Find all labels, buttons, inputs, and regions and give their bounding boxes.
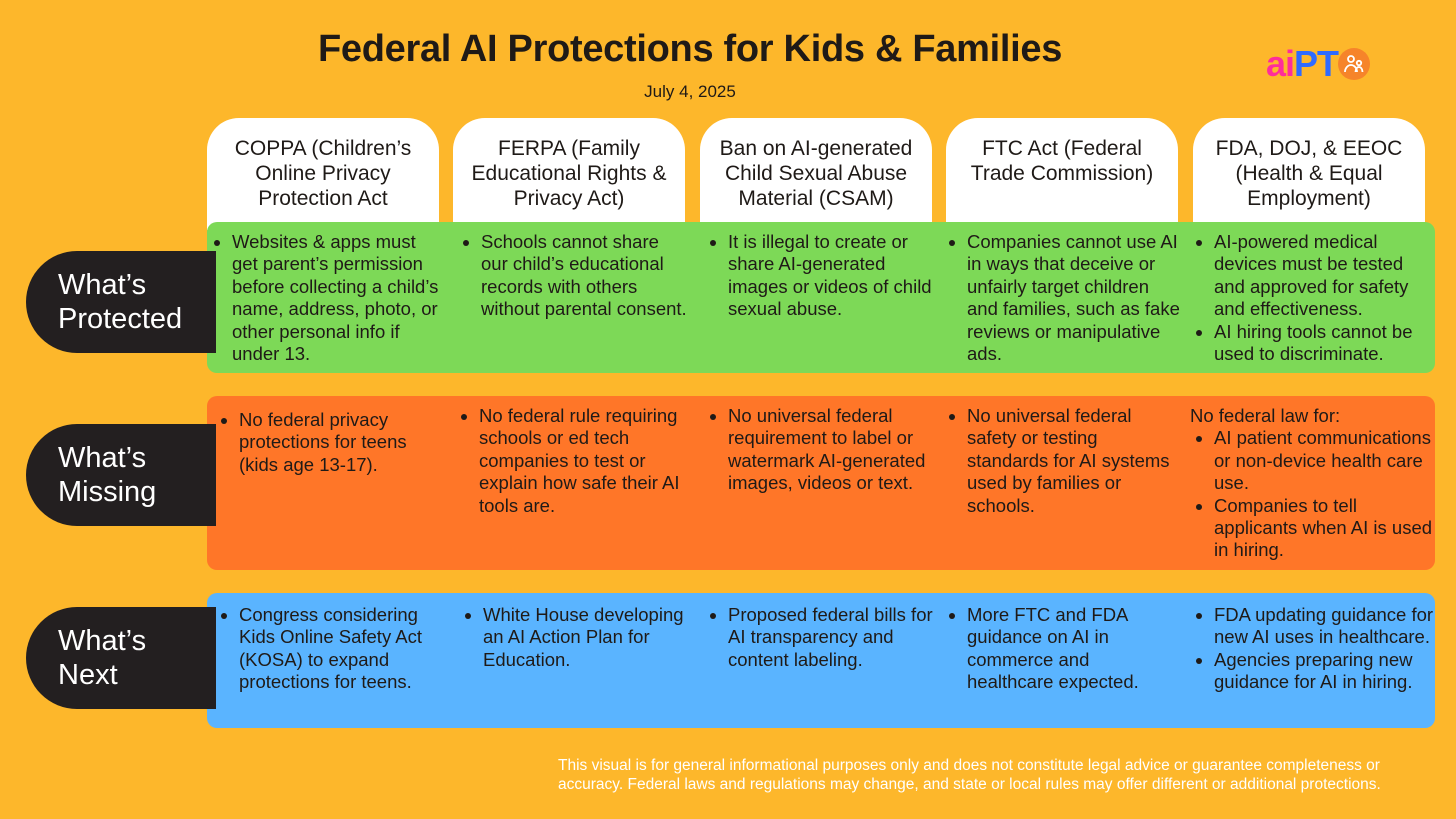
protected-band xyxy=(207,222,1435,373)
next-cell-csam: Proposed federal bills for AI transparen… xyxy=(704,604,936,671)
list-item: Schools cannot share our child’s educati… xyxy=(481,231,689,321)
list-item: Websites & apps must get parent’s permis… xyxy=(232,231,440,365)
missing-cell-coppa: No federal privacy protections for teens… xyxy=(215,409,447,476)
page-title: Federal AI Protections for Kids & Famili… xyxy=(317,28,1063,70)
row-label-next-line2: Next xyxy=(58,659,118,691)
logo-text-ai: ai xyxy=(1266,43,1295,84)
list-item: AI patient communications or non-device … xyxy=(1214,427,1434,494)
list-item: No universal federal safety or testing s… xyxy=(967,405,1175,517)
protected-cell-fda: AI-powered medical devices must be teste… xyxy=(1190,231,1434,365)
list-item: Companies to tell applicants when AI is … xyxy=(1214,495,1434,562)
row-label-next-line1: What’s xyxy=(58,625,147,657)
list-item: Congress considering Kids Online Safety … xyxy=(239,604,447,694)
missing-cell-fda: No federal law for: AI patient communica… xyxy=(1190,405,1434,562)
list-item: FDA updating guidance for new AI uses in… xyxy=(1214,604,1434,649)
column-header-coppa: COPPA (Children’s Online Privacy Protect… xyxy=(207,118,439,230)
list-item: Proposed federal bills for AI transparen… xyxy=(728,604,936,671)
protected-cell-ferpa: Schools cannot share our child’s educati… xyxy=(457,231,689,321)
row-label-missing: What’s Missing xyxy=(26,424,216,526)
parent-child-icon xyxy=(1338,48,1371,80)
list-item: Companies cannot use AI in ways that dec… xyxy=(967,231,1183,365)
list-item: AI-powered medical devices must be teste… xyxy=(1214,231,1434,321)
protected-cell-csam: It is illegal to create or share AI-gene… xyxy=(704,231,936,321)
missing-cell-csam: No universal federal requirement to labe… xyxy=(704,405,936,495)
row-label-protected-line1: What’s xyxy=(58,269,147,301)
protected-cell-coppa: Websites & apps must get parent’s permis… xyxy=(208,231,440,365)
list-item: No universal federal requirement to labe… xyxy=(728,405,936,495)
missing-band xyxy=(207,396,1435,570)
aipt-logo: ai PT xyxy=(1266,42,1371,86)
list-item: It is illegal to create or share AI-gene… xyxy=(728,231,936,321)
protected-cell-ftc: Companies cannot use AI in ways that dec… xyxy=(943,231,1183,365)
disclaimer-text: This visual is for general informational… xyxy=(558,757,1381,793)
missing-cell-ferpa: No federal rule requiring schools or ed … xyxy=(455,405,687,517)
column-header-fda-doj-eeoc: FDA, DOJ, & EEOC (Health & Equal Employm… xyxy=(1193,118,1425,230)
list-item: More FTC and FDA guidance on AI in comme… xyxy=(967,604,1175,694)
row-label-missing-line1: What’s xyxy=(58,442,147,474)
row-label-next: What’s Next xyxy=(26,607,216,709)
list-item: White House developing an AI Action Plan… xyxy=(483,604,691,671)
row-label-missing-line2: Missing xyxy=(58,476,157,508)
list-item: Agencies preparing new guidance for AI i… xyxy=(1214,649,1434,694)
column-header-csam: Ban on AI-generated Child Sexual Abuse M… xyxy=(700,118,932,230)
column-header-ferpa: FERPA (Family Educational Rights & Priva… xyxy=(453,118,685,230)
list-item: No federal rule requiring schools or ed … xyxy=(479,405,687,517)
next-cell-ftc: More FTC and FDA guidance on AI in comme… xyxy=(943,604,1175,694)
row-label-protected: What’s Protected xyxy=(26,251,216,353)
row-label-protected-line2: Protected xyxy=(58,303,183,335)
column-header-ftc: FTC Act (Federal Trade Commission) xyxy=(946,118,1178,230)
missing-fda-lead: No federal law for: xyxy=(1190,405,1341,426)
next-cell-fda: FDA updating guidance for new AI uses in… xyxy=(1190,604,1434,694)
next-cell-coppa: Congress considering Kids Online Safety … xyxy=(215,604,447,694)
logo-text-pt: PT xyxy=(1294,43,1339,84)
missing-cell-ftc: No universal federal safety or testing s… xyxy=(943,405,1175,517)
next-cell-ferpa: White House developing an AI Action Plan… xyxy=(459,604,691,671)
date-label: July 4, 2025 xyxy=(644,82,736,101)
list-item: AI hiring tools cannot be used to discri… xyxy=(1214,321,1434,366)
next-band xyxy=(207,593,1435,728)
list-item: No federal privacy protections for teens… xyxy=(239,409,447,476)
